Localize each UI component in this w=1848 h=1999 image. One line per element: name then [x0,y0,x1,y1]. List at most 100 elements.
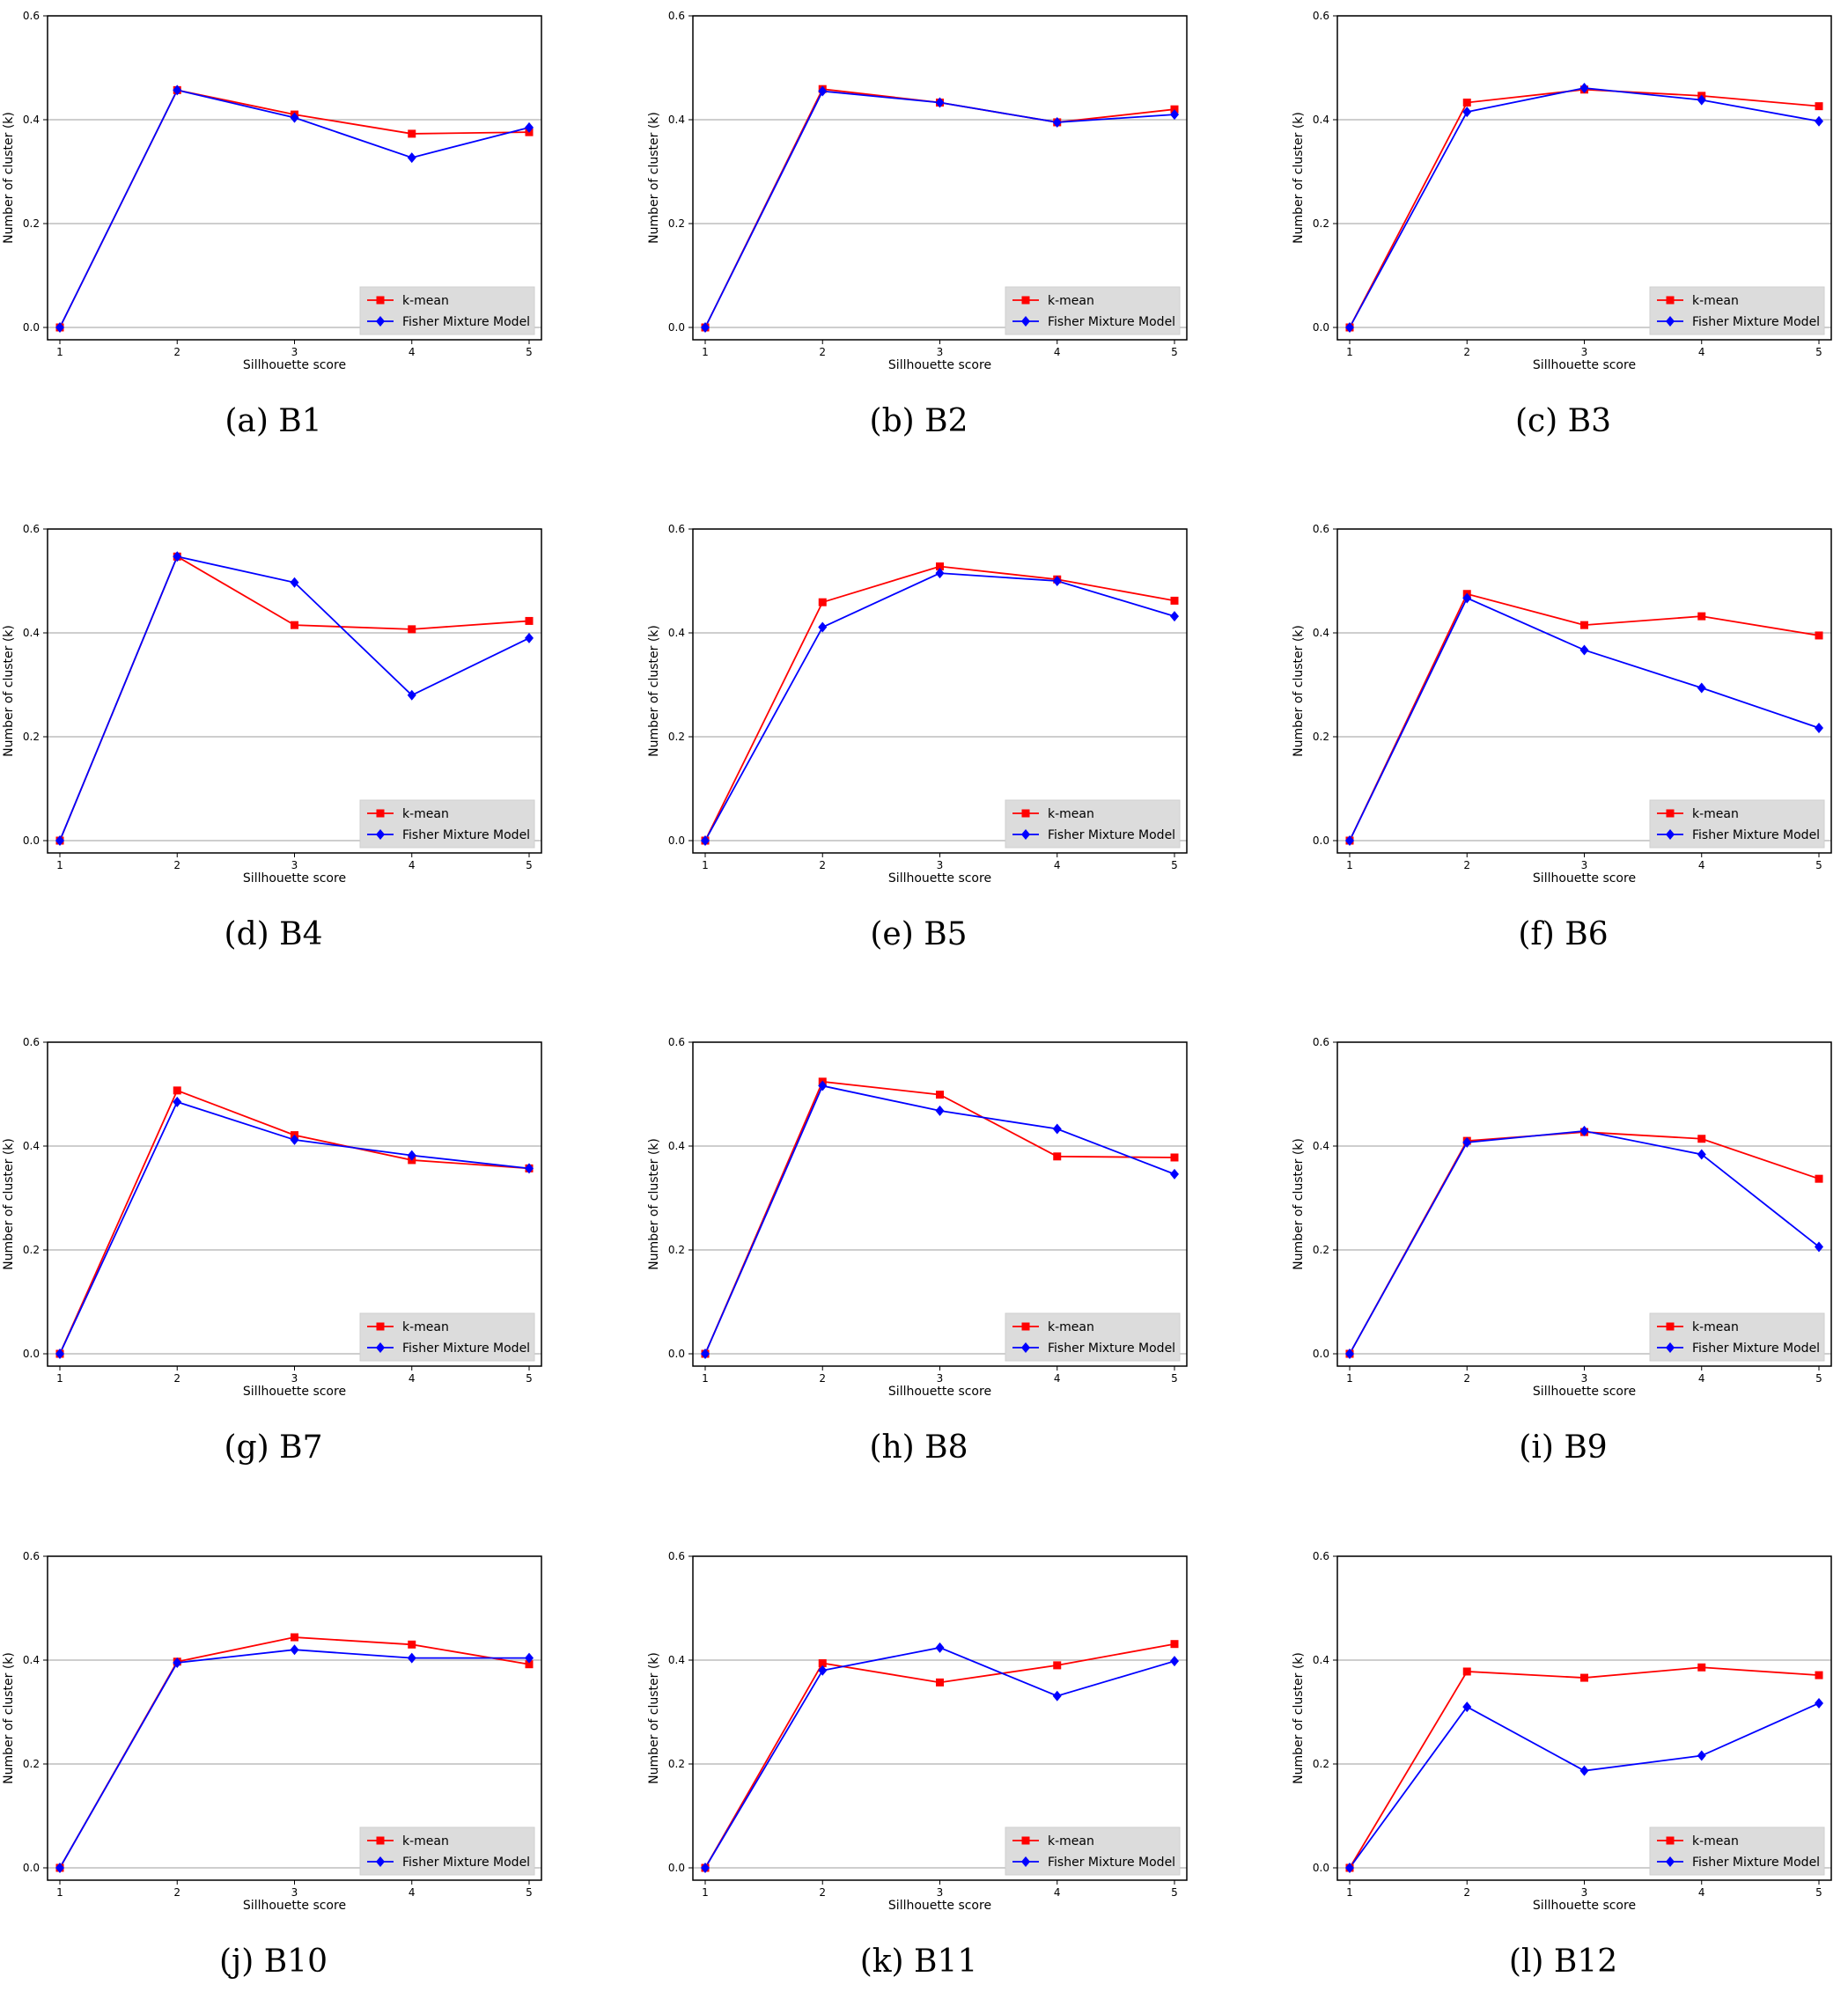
fisher-mixture-model-point [173,1096,182,1107]
fisher-mixture-model-point [1579,83,1589,94]
fisher-mixture-model-point [1815,1697,1823,1709]
chart-panel-g: 0.0 0.2 0.4 0.6 1 2 3 4 5 Sillhouette score Number… [2,1036,542,1466]
k-mean-point [1697,1135,1706,1143]
chart-panel-d: 0.0 0.2 0.4 0.6 1 2 3 4 5 Sillhouette score Number… [2,523,542,952]
legend-marker [376,1322,385,1331]
y-tick-label: 0.2 [668,217,685,230]
y-tick-label: 0.4 [23,114,40,126]
legend-label: Fisher Mixture Model [402,315,530,329]
x-tick-label: 2 [819,1372,826,1385]
legend-label: k-mean [1048,1320,1094,1334]
fisher-mixture-model-point [1170,611,1179,622]
fisher-mixture-model-point [407,1150,416,1161]
y-axis-label: Number of cluster (k) [2,1652,16,1784]
fisher-mixture-model-point [1462,1701,1472,1713]
y-tick-label: 0.6 [668,523,685,535]
x-tick-label: 2 [173,859,180,871]
legend-label: Fisher Mixture Model [1048,828,1175,842]
y-axis-label: Number of cluster (k) [1292,1652,1306,1784]
legend-marker [1666,316,1675,327]
y-tick-label: 0.2 [23,217,40,230]
x-tick-label: 2 [1463,1886,1470,1899]
k-mean-point [1170,1153,1179,1162]
legend-box [1005,1312,1181,1362]
x-tick-label: 4 [1054,1372,1061,1385]
fisher-mixture-model-point [1052,576,1062,586]
y-tick-label: 0.6 [23,1550,40,1562]
x-tick-label: 5 [526,859,533,871]
y-tick-label: 0.2 [668,1758,685,1770]
fisher-mixture-model-point [407,689,416,701]
legend-marker [1666,1322,1675,1331]
y-tick-label: 0.0 [668,834,685,847]
y-axis-label: Number of cluster (k) [647,112,661,244]
chart-panel-h: 0.0 0.2 0.4 0.6 1 2 3 4 5 Sillhouette score Number… [647,1036,1188,1466]
k-mean-point [1170,596,1179,605]
x-axis-label: Sillhouette score [243,358,346,372]
legend-marker [1666,1342,1675,1353]
x-tick-label: 1 [56,1372,63,1385]
fisher-mixture-model-point [1815,722,1823,733]
x-tick-label: 1 [56,859,63,871]
x-tick-label: 3 [1581,1372,1588,1385]
y-tick-label: 0.4 [23,1140,40,1152]
legend-label: Fisher Mixture Model [1048,315,1175,329]
y-axis-label: Number of cluster (k) [647,625,661,757]
x-tick-label: 3 [291,346,298,358]
legend-marker [1021,1836,1030,1845]
panel-caption: (l) B12 [1509,1944,1617,1980]
k-mean-point [291,621,298,629]
x-tick-label: 3 [291,1372,298,1385]
fisher-mixture-model-point [290,112,299,123]
y-tick-label: 0.4 [1313,1654,1329,1666]
k-mean-point [1053,1152,1062,1161]
legend-box [1005,1826,1181,1876]
legend-label: Fisher Mixture Model [1048,1856,1175,1870]
y-tick-label: 0.2 [23,731,40,743]
y-tick-label: 0.6 [23,10,40,22]
y-tick-label: 0.4 [23,627,40,639]
legend-label: Fisher Mixture Model [1692,828,1820,842]
fisher-mixture-model-point [1579,644,1589,656]
legend-box [1649,286,1825,335]
legend-label: k-mean [1048,1834,1094,1848]
x-tick-label: 5 [526,346,533,358]
chart-panel-k: 0.0 0.2 0.4 0.6 1 2 3 4 5 Sillhouette score Number… [647,1550,1188,1980]
x-axis-label: Sillhouette score [243,1385,346,1399]
panel-caption: (g) B7 [225,1429,323,1466]
y-tick-label: 0.4 [668,1140,685,1152]
k-mean-point [936,562,944,570]
x-tick-label: 2 [173,1886,180,1899]
k-mean-point [1815,1174,1823,1183]
fisher-mixture-model-point [1579,1125,1589,1136]
legend-box [1005,799,1181,849]
chart-panel-j: 0.0 0.2 0.4 0.6 1 2 3 4 5 Sillhouette score Number… [2,1550,542,1980]
fisher-mixture-model-point [173,85,182,96]
y-axis-label: Number of cluster (k) [647,1138,661,1270]
y-tick-label: 0.4 [1313,627,1329,639]
legend-marker [1021,316,1030,327]
legend-marker [1666,1836,1675,1845]
x-tick-label: 1 [702,1886,709,1899]
y-tick-label: 0.6 [1313,1036,1329,1048]
legend-box [1005,286,1181,335]
y-tick-label: 0.6 [668,1036,685,1048]
fisher-mixture-model-point [1697,682,1706,694]
legend-label: k-mean [1692,1834,1739,1848]
panel-caption: (d) B4 [225,916,323,952]
x-tick-label: 2 [819,859,826,871]
y-tick-label: 0.6 [668,1550,685,1562]
x-tick-label: 2 [173,1372,180,1385]
y-axis-label: Number of cluster (k) [1292,112,1306,244]
legend-marker [1666,809,1675,818]
k-mean-point [1815,102,1823,111]
fisher-mixture-model-point [1345,1349,1354,1359]
legend-marker [1021,296,1030,305]
k-mean-point [1697,612,1706,621]
fisher-mixture-model-point [1345,835,1354,846]
legend-label: k-mean [402,294,449,308]
fisher-mixture-model-point [1579,1765,1589,1776]
x-tick-label: 3 [291,1886,298,1899]
k-mean-point [408,625,416,634]
chart-panel-f: 0.0 0.2 0.4 0.6 1 2 3 4 5 Sillhouette score Number… [1292,523,1832,952]
